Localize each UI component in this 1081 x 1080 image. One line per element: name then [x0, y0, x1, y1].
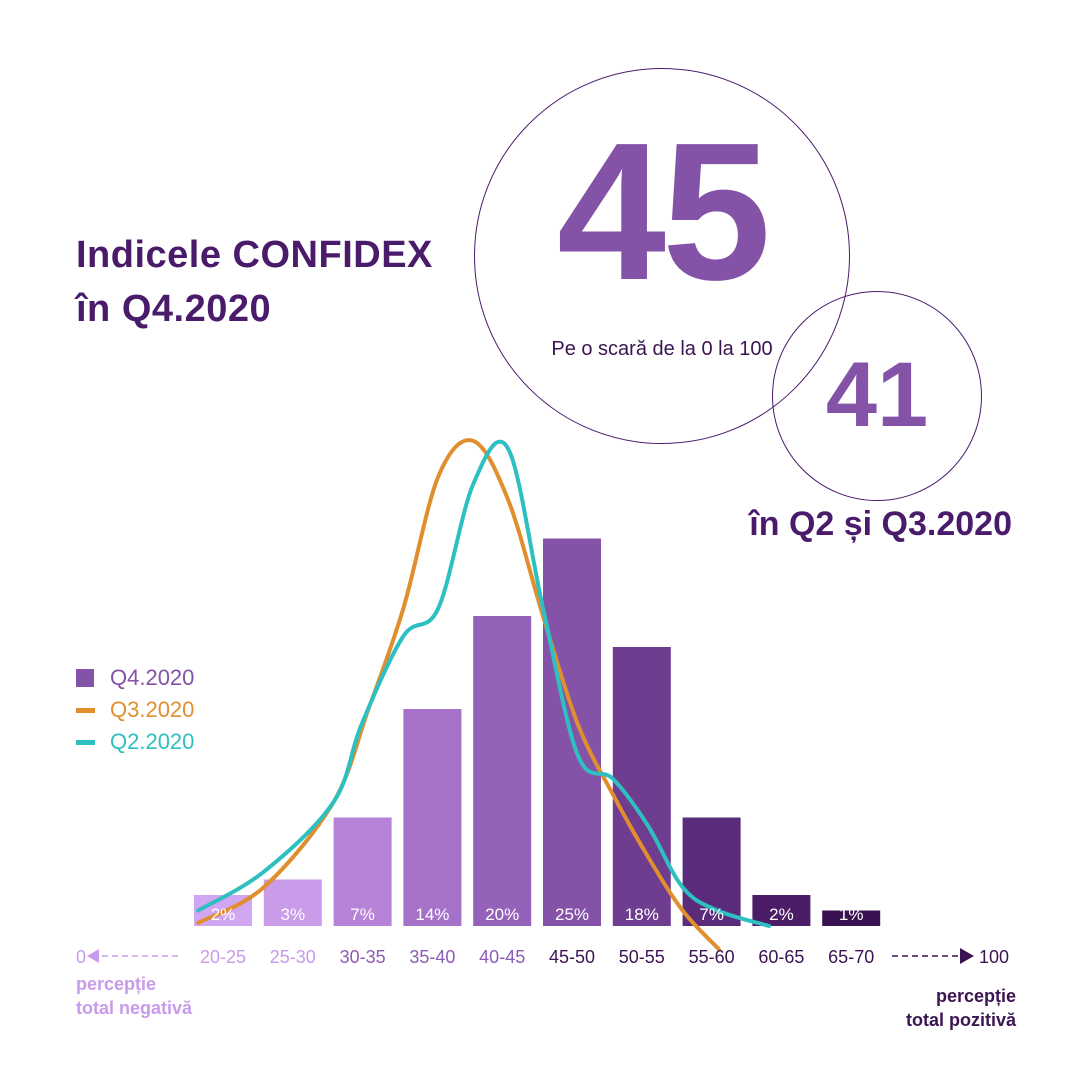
- bar-value-label: 25%: [555, 905, 589, 924]
- legend-label-q2: Q2.2020: [110, 729, 195, 754]
- bar-value-label: 20%: [485, 905, 519, 924]
- x-tick-label: 65-70: [828, 947, 874, 967]
- current-index-value: 45: [556, 102, 771, 321]
- legend-item-q4: Q4.2020: [76, 662, 194, 694]
- legend-item-q2: Q2.2020: [76, 726, 194, 758]
- bar-40-45: [473, 616, 532, 926]
- current-index-circle: [474, 68, 850, 444]
- positive-line-2: total pozitivă: [905, 1010, 1016, 1030]
- x-tick-label: 30-35: [340, 947, 386, 967]
- x-tick-label: 55-60: [689, 947, 735, 967]
- axis-layer: 0 100: [76, 947, 1009, 967]
- legend-swatch-line: [76, 740, 95, 745]
- page-title: Indicele CONFIDEX în Q4.2020: [76, 228, 433, 336]
- previous-index-label: în Q2 și Q3.2020: [749, 505, 1012, 543]
- x-tick-label: 60-65: [758, 947, 804, 967]
- chart-legend: Q4.2020 Q3.2020 Q2.2020: [76, 662, 194, 758]
- bar-value-label: 2%: [769, 905, 794, 924]
- negative-perception-label: percepție total negativă: [76, 972, 192, 1020]
- legend-swatch-square: [76, 669, 94, 687]
- bar-value-label: 7%: [699, 905, 724, 924]
- x-tick-label: 20-25: [200, 947, 246, 967]
- bar-65-70: [822, 910, 881, 926]
- bar-value-label: 2%: [211, 905, 236, 924]
- lines-layer: [196, 438, 772, 952]
- title-line-2: în Q4.2020: [76, 288, 272, 330]
- legend-item-q3: Q3.2020: [76, 694, 194, 726]
- x-tick-label: 25-30: [270, 947, 316, 967]
- legend-label-q4: Q4.2020: [110, 665, 195, 690]
- scale-max-label: 100: [979, 947, 1009, 967]
- x-tick-label: 50-55: [619, 947, 665, 967]
- labels-layer: 2% 20-25 3% 25-30 7% 30-35 14% 35-40 20% 40-45 25%…: [200, 905, 874, 967]
- bar-30-35: [333, 817, 392, 926]
- negative-line-2: total negativă: [76, 998, 193, 1018]
- previous-index-value: 41: [825, 344, 929, 446]
- previous-index-circle: [772, 291, 982, 501]
- bar-value-label: 1%: [839, 905, 864, 924]
- positive-line-1: percepție: [935, 986, 1016, 1006]
- legend-swatch-line: [76, 708, 95, 713]
- bars-layer: [194, 538, 881, 926]
- bar-value-label: 18%: [625, 905, 659, 924]
- left-arrow-icon: [87, 949, 99, 963]
- scale-min-label: 0: [76, 947, 86, 967]
- bar-value-label: 14%: [415, 905, 449, 924]
- bar-60-65: [752, 895, 811, 926]
- x-tick-label: 35-40: [409, 947, 455, 967]
- bar-value-label: 3%: [281, 905, 306, 924]
- legend-label-q3: Q3.2020: [110, 697, 195, 722]
- scale-note: Pe o scară de la 0 la 100: [551, 338, 773, 360]
- positive-perception-label: percepție total pozitivă: [820, 984, 1016, 1032]
- negative-line-1: percepție: [76, 974, 157, 994]
- bar-25-30: [263, 879, 322, 926]
- title-line-1: Indicele CONFIDEX: [76, 234, 433, 276]
- x-tick-label: 45-50: [549, 947, 595, 967]
- bar-value-label: 7%: [350, 905, 375, 924]
- x-tick-label: 40-45: [479, 947, 525, 967]
- bar-35-40: [403, 709, 462, 926]
- series-line-Q2.2020: [196, 439, 772, 928]
- right-arrow-icon: [960, 948, 974, 964]
